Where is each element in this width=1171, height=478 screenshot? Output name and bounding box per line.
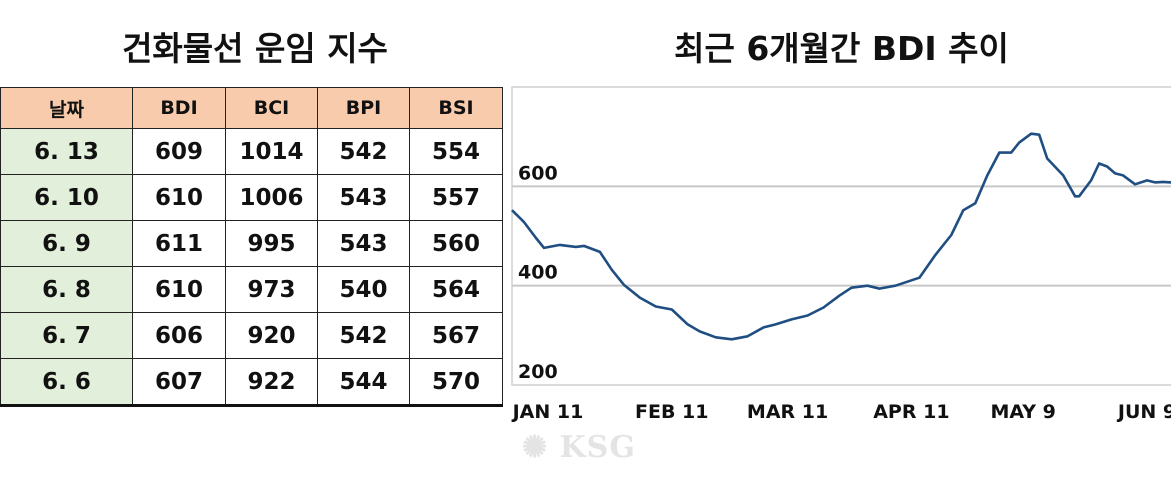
table-row: 6. 10 610 1006 543 557	[0, 174, 503, 221]
value-cell: 1006	[225, 174, 318, 221]
column-header: 날짜	[0, 87, 133, 129]
value-cell: 542	[317, 128, 410, 175]
value-cell: 922	[225, 358, 318, 407]
value-cell: 973	[225, 266, 318, 313]
value-cell: 543	[317, 174, 410, 221]
table-row: 6. 13 609 1014 542 554	[0, 128, 503, 175]
value-cell: 543	[317, 220, 410, 267]
value-cell: 554	[409, 128, 503, 175]
value-cell: 611	[132, 220, 226, 267]
date-cell: 6. 9	[0, 220, 133, 267]
value-cell: 542	[317, 312, 410, 359]
value-cell: 607	[132, 358, 226, 407]
table-title: 건화물선 운임 지수	[122, 29, 388, 68]
value-cell: 920	[225, 312, 318, 359]
table-row: 6. 8 610 973 540 564	[0, 266, 503, 313]
column-header: BPI	[317, 87, 410, 129]
table-row: 6. 7 606 920 542 567	[0, 312, 503, 359]
date-cell: 6. 8	[0, 266, 133, 313]
value-cell: 610	[132, 174, 226, 221]
x-tick-label: FEB 11	[635, 401, 709, 423]
x-tick-label: MAR 11	[747, 401, 828, 423]
date-cell: 6. 10	[0, 174, 133, 221]
column-header: BSI	[409, 87, 503, 129]
x-tick-label: APR 11	[873, 401, 949, 423]
date-cell: 6. 7	[0, 312, 133, 359]
y-tick-label: 600	[518, 162, 558, 184]
column-header: BDI	[132, 87, 226, 129]
date-cell: 6. 13	[0, 128, 133, 175]
ksg-watermark-logo: ✺ KSG	[522, 430, 636, 465]
table-row: 6. 9 611 995 543 560	[0, 220, 503, 267]
value-cell: 606	[132, 312, 226, 359]
value-cell: 995	[225, 220, 318, 267]
x-tick-label: MAY 9	[991, 401, 1056, 423]
freight-index-table: 날짜 BDI BCI BPI BSI 6. 13 609 1014 542 554 6. 10 61…	[0, 87, 503, 407]
value-cell: 610	[132, 266, 226, 313]
table-row: 6. 6 607 922 544 570	[0, 358, 503, 407]
bdi-series-line	[511, 132, 1171, 341]
x-tick-label: JAN 11	[511, 401, 584, 423]
value-cell: 540	[317, 266, 410, 313]
chart-title: 최근 6개월간 BDI 추이	[674, 29, 1009, 68]
value-cell: 570	[409, 358, 503, 407]
value-cell: 567	[409, 312, 503, 359]
value-cell: 609	[132, 128, 226, 175]
date-cell: 6. 6	[0, 358, 133, 407]
value-cell: 560	[409, 220, 503, 267]
value-cell: 1014	[225, 128, 318, 175]
y-tick-label: 200	[518, 361, 558, 383]
plot-frame	[511, 86, 1171, 386]
value-cell: 544	[317, 358, 410, 407]
y-tick-label: 400	[518, 262, 558, 284]
x-tick-label: JUN 9	[1116, 401, 1171, 423]
column-header: BCI	[225, 87, 318, 129]
